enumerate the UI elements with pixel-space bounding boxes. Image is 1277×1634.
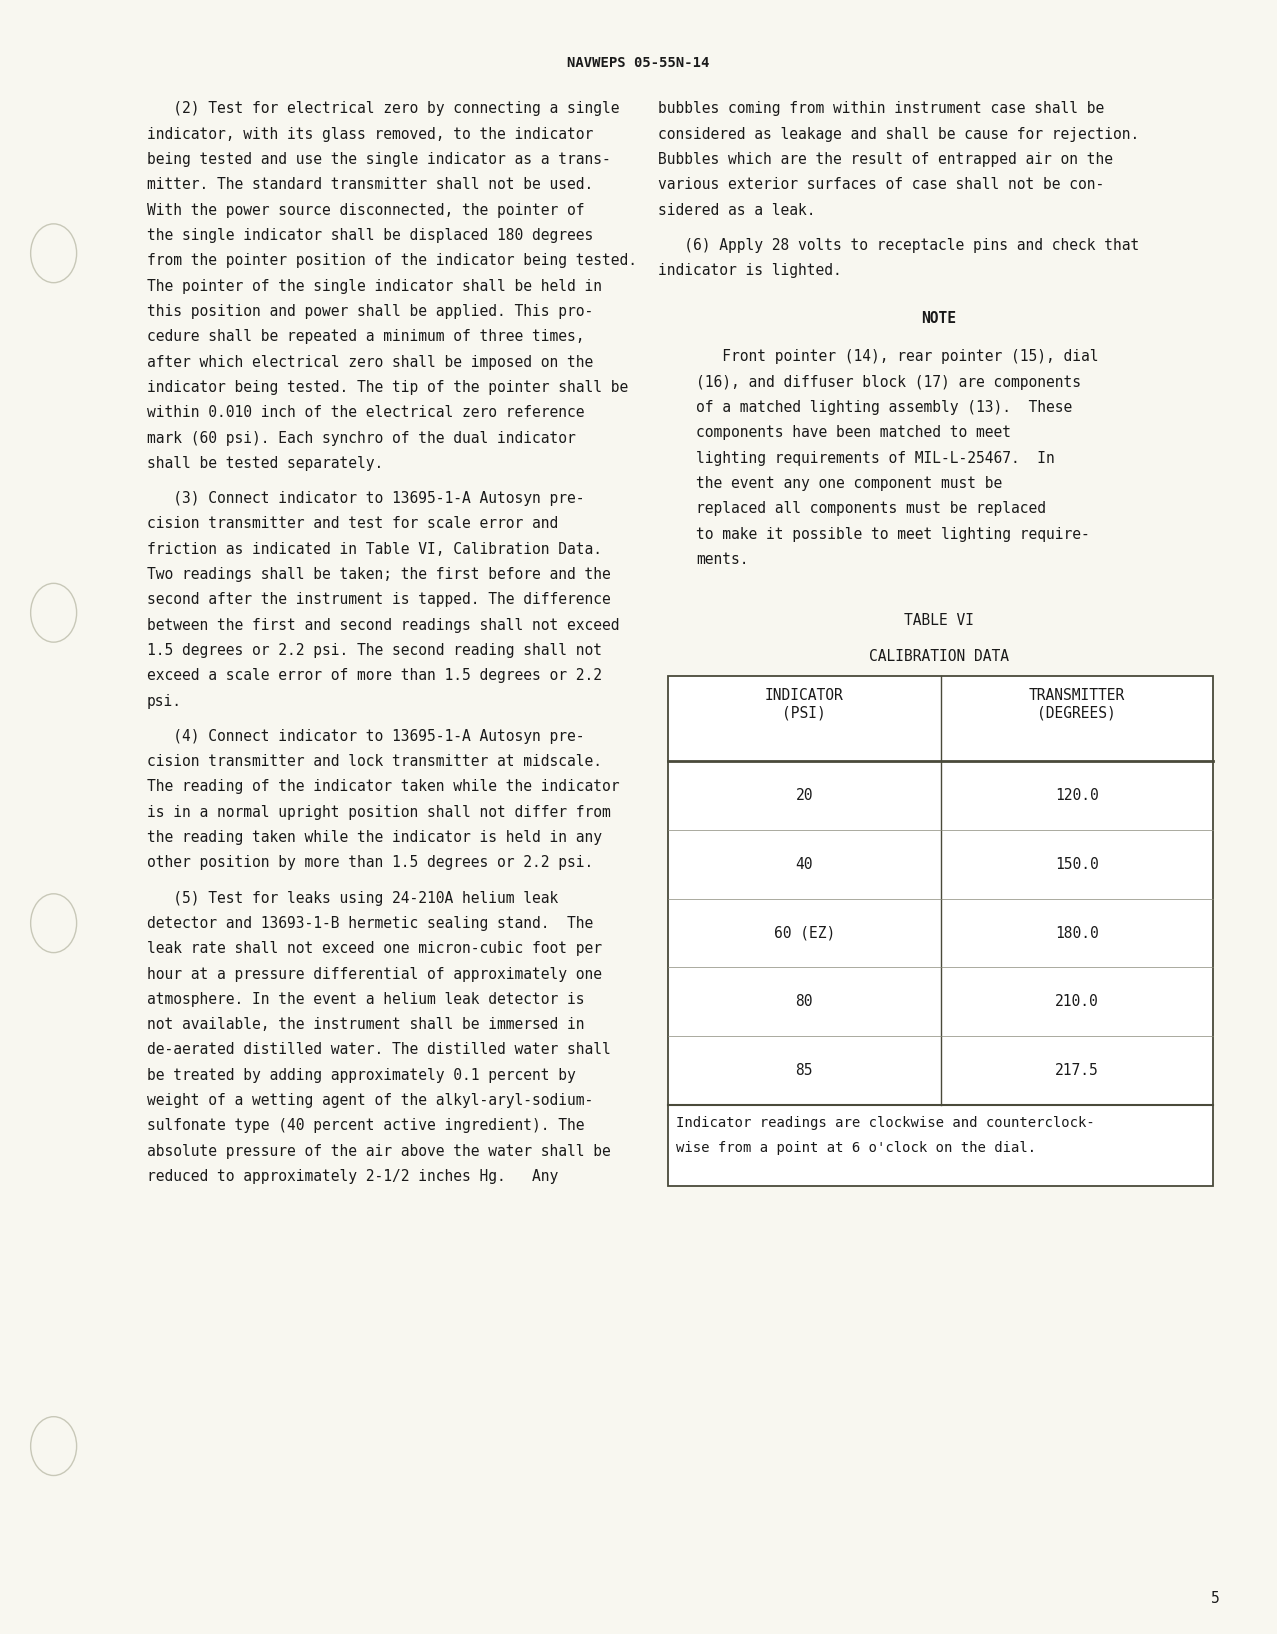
Text: cision transmitter and test for scale error and: cision transmitter and test for scale er… — [147, 516, 558, 531]
Text: lighting requirements of MIL-L-25467.  In: lighting requirements of MIL-L-25467. In — [696, 451, 1055, 466]
Text: INDICATOR
(PSI): INDICATOR (PSI) — [765, 688, 844, 721]
Text: components have been matched to meet: components have been matched to meet — [696, 425, 1011, 440]
Text: after which electrical zero shall be imposed on the: after which electrical zero shall be imp… — [147, 355, 593, 369]
Text: 40: 40 — [796, 856, 813, 873]
Text: de-aerated distilled water. The distilled water shall: de-aerated distilled water. The distille… — [147, 1042, 610, 1057]
Circle shape — [31, 1417, 77, 1476]
Text: 120.0: 120.0 — [1055, 788, 1098, 804]
Text: cedure shall be repeated a minimum of three times,: cedure shall be repeated a minimum of th… — [147, 328, 585, 345]
Text: cision transmitter and lock transmitter at midscale.: cision transmitter and lock transmitter … — [147, 753, 601, 770]
Text: from the pointer position of the indicator being tested.: from the pointer position of the indicat… — [147, 253, 637, 268]
Text: other position by more than 1.5 degrees or 2.2 psi.: other position by more than 1.5 degrees … — [147, 855, 593, 871]
Text: to make it possible to meet lighting require-: to make it possible to meet lighting req… — [696, 526, 1089, 541]
Text: 85: 85 — [796, 1062, 813, 1078]
Text: hour at a pressure differential of approximately one: hour at a pressure differential of appro… — [147, 966, 601, 982]
Text: the reading taken while the indicator is held in any: the reading taken while the indicator is… — [147, 830, 601, 845]
Bar — [668, 676, 1213, 1186]
Text: indicator is lighted.: indicator is lighted. — [658, 263, 842, 278]
Text: NAVWEPS 05-55N-14: NAVWEPS 05-55N-14 — [567, 56, 710, 70]
Text: Two readings shall be taken; the first before and the: Two readings shall be taken; the first b… — [147, 567, 610, 582]
Text: replaced all components must be replaced: replaced all components must be replaced — [696, 502, 1046, 516]
Text: The pointer of the single indicator shall be held in: The pointer of the single indicator shal… — [147, 278, 601, 294]
Text: 210.0: 210.0 — [1055, 993, 1098, 1010]
Text: CALIBRATION DATA: CALIBRATION DATA — [868, 649, 1009, 663]
Text: various exterior surfaces of case shall not be con-: various exterior surfaces of case shall … — [658, 178, 1103, 193]
Text: is in a normal upright position shall not differ from: is in a normal upright position shall no… — [147, 804, 610, 820]
Circle shape — [31, 583, 77, 642]
Text: 60 (EZ): 60 (EZ) — [774, 925, 835, 941]
Text: NOTE: NOTE — [921, 310, 956, 327]
Text: bubbles coming from within instrument case shall be: bubbles coming from within instrument ca… — [658, 101, 1103, 116]
Text: The reading of the indicator taken while the indicator: The reading of the indicator taken while… — [147, 779, 619, 794]
Text: weight of a wetting agent of the alkyl-aryl-sodium-: weight of a wetting agent of the alkyl-a… — [147, 1093, 593, 1108]
Text: between the first and second readings shall not exceed: between the first and second readings sh… — [147, 618, 619, 632]
Text: 5: 5 — [1211, 1592, 1220, 1606]
Text: friction as indicated in Table VI, Calibration Data.: friction as indicated in Table VI, Calib… — [147, 541, 601, 557]
Text: (2) Test for electrical zero by connecting a single: (2) Test for electrical zero by connecti… — [147, 101, 619, 116]
Text: the event any one component must be: the event any one component must be — [696, 475, 1002, 490]
Text: considered as leakage and shall be cause for rejection.: considered as leakage and shall be cause… — [658, 127, 1139, 142]
Text: mark (60 psi). Each synchro of the dual indicator: mark (60 psi). Each synchro of the dual … — [147, 430, 576, 446]
Text: Front pointer (14), rear pointer (15), dial: Front pointer (14), rear pointer (15), d… — [696, 350, 1098, 364]
Text: 180.0: 180.0 — [1055, 925, 1098, 941]
Text: reduced to approximately 2-1/2 inches Hg.   Any: reduced to approximately 2-1/2 inches Hg… — [147, 1168, 558, 1185]
Text: being tested and use the single indicator as a trans-: being tested and use the single indicato… — [147, 152, 610, 167]
Text: 80: 80 — [796, 993, 813, 1010]
Text: within 0.010 inch of the electrical zero reference: within 0.010 inch of the electrical zero… — [147, 405, 585, 420]
Text: (3) Connect indicator to 13695-1-A Autosyn pre-: (3) Connect indicator to 13695-1-A Autos… — [147, 490, 585, 507]
Text: indicator, with its glass removed, to the indicator: indicator, with its glass removed, to th… — [147, 127, 593, 142]
Text: (4) Connect indicator to 13695-1-A Autosyn pre-: (4) Connect indicator to 13695-1-A Autos… — [147, 729, 585, 743]
Text: not available, the instrument shall be immersed in: not available, the instrument shall be i… — [147, 1016, 585, 1033]
Text: sidered as a leak.: sidered as a leak. — [658, 203, 815, 217]
Text: (6) Apply 28 volts to receptacle pins and check that: (6) Apply 28 volts to receptacle pins an… — [658, 237, 1139, 253]
Text: 150.0: 150.0 — [1055, 856, 1098, 873]
Text: sulfonate type (40 percent active ingredient). The: sulfonate type (40 percent active ingred… — [147, 1118, 585, 1134]
Text: (5) Test for leaks using 24-210A helium leak: (5) Test for leaks using 24-210A helium … — [147, 891, 558, 905]
Text: psi.: psi. — [147, 693, 181, 709]
Text: second after the instrument is tapped. The difference: second after the instrument is tapped. T… — [147, 592, 610, 608]
Text: absolute pressure of the air above the water shall be: absolute pressure of the air above the w… — [147, 1144, 610, 1159]
Circle shape — [31, 894, 77, 953]
Text: ments.: ments. — [696, 552, 748, 567]
Text: detector and 13693-1-B hermetic sealing stand.  The: detector and 13693-1-B hermetic sealing … — [147, 915, 593, 931]
Text: wise from a point at 6 o'clock on the dial.: wise from a point at 6 o'clock on the di… — [676, 1141, 1036, 1155]
Text: (16), and diffuser block (17) are components: (16), and diffuser block (17) are compon… — [696, 374, 1080, 389]
Text: 20: 20 — [796, 788, 813, 804]
Text: atmosphere. In the event a helium leak detector is: atmosphere. In the event a helium leak d… — [147, 992, 585, 1007]
Text: of a matched lighting assembly (13).  These: of a matched lighting assembly (13). The… — [696, 400, 1073, 415]
Text: the single indicator shall be displaced 180 degrees: the single indicator shall be displaced … — [147, 227, 593, 243]
Text: indicator being tested. The tip of the pointer shall be: indicator being tested. The tip of the p… — [147, 379, 628, 395]
Text: this position and power shall be applied. This pro-: this position and power shall be applied… — [147, 304, 593, 319]
Text: exceed a scale error of more than 1.5 degrees or 2.2: exceed a scale error of more than 1.5 de… — [147, 668, 601, 683]
Circle shape — [31, 224, 77, 283]
Text: Indicator readings are clockwise and counterclock-: Indicator readings are clockwise and cou… — [676, 1116, 1094, 1131]
Text: 1.5 degrees or 2.2 psi. The second reading shall not: 1.5 degrees or 2.2 psi. The second readi… — [147, 642, 601, 659]
Text: mitter. The standard transmitter shall not be used.: mitter. The standard transmitter shall n… — [147, 178, 593, 193]
Text: TABLE VI: TABLE VI — [904, 613, 973, 627]
Text: be treated by adding approximately 0.1 percent by: be treated by adding approximately 0.1 p… — [147, 1067, 576, 1083]
Text: shall be tested separately.: shall be tested separately. — [147, 456, 383, 471]
Text: With the power source disconnected, the pointer of: With the power source disconnected, the … — [147, 203, 585, 217]
Text: 217.5: 217.5 — [1055, 1062, 1098, 1078]
Text: TRANSMITTER
(DEGREES): TRANSMITTER (DEGREES) — [1029, 688, 1125, 721]
Text: leak rate shall not exceed one micron-cubic foot per: leak rate shall not exceed one micron-cu… — [147, 941, 601, 956]
Text: Bubbles which are the result of entrapped air on the: Bubbles which are the result of entrappe… — [658, 152, 1112, 167]
